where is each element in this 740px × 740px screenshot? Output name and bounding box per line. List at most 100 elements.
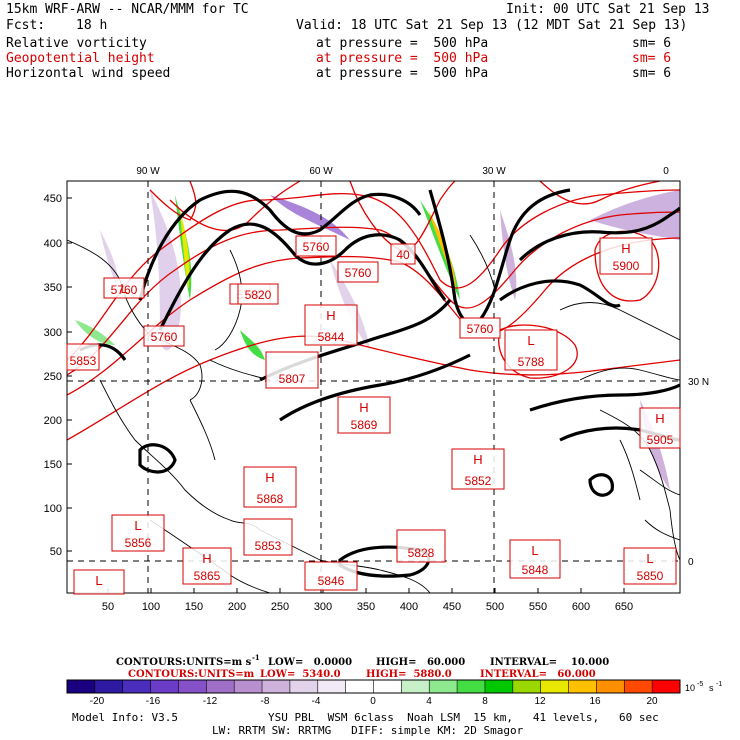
colorbar-swatch	[67, 680, 96, 693]
colorbar-swatch	[262, 680, 291, 693]
x-tick-label: 300	[314, 601, 332, 613]
height-label-box	[182, 547, 232, 585]
high-center-marker: H	[655, 411, 664, 426]
forecast-label: Fcst:	[6, 18, 46, 33]
colorbar-swatch	[512, 680, 541, 693]
x-tick-label: 50	[102, 601, 114, 613]
y-tick-label: 250	[44, 371, 62, 383]
lat-label-0: 0	[688, 557, 694, 568]
height-label-box	[66, 343, 100, 371]
height-label-box	[337, 396, 391, 434]
height-value-label: 5900	[613, 259, 640, 273]
height-value-label: 5820	[245, 288, 272, 302]
height-label-box	[390, 243, 416, 265]
y-tick-label: 350	[44, 282, 62, 294]
lat-label-30n: 30 N	[688, 377, 709, 388]
colorbar-label: -16	[146, 696, 161, 707]
field-smooth-vorticity: sm= 6	[632, 36, 672, 51]
y-tick-label: 100	[44, 503, 62, 515]
height-value-label: 5852	[465, 474, 492, 488]
height-label-box	[304, 304, 358, 346]
field-smooth-height: sm= 6	[632, 51, 672, 66]
height-value-label: 5807	[279, 372, 306, 386]
height-label-box	[396, 529, 446, 563]
plot-frame	[66, 180, 681, 594]
colorbar-swatch	[429, 680, 458, 693]
x-tick-label: 350	[357, 601, 375, 613]
height-value-label: 5760	[111, 283, 138, 297]
x-tick-label: 400	[400, 601, 418, 613]
height-label-box	[243, 466, 297, 508]
colorbar-swatch	[596, 680, 625, 693]
colorbar-label: -4	[312, 696, 321, 707]
colorbar-swatch	[401, 680, 430, 693]
x-tick-label: 200	[228, 601, 246, 613]
colorbar-swatch	[206, 680, 235, 693]
valid-time: Valid: 18 UTC Sat 21 Sep 13 (12 MDT Sat …	[296, 18, 688, 33]
height-value-label: 5828	[408, 546, 435, 560]
contours-red-units: UNITS=m	[198, 669, 255, 680]
field-smooth-wind: sm= 6	[632, 66, 672, 81]
colorbar-label: 20	[646, 696, 658, 707]
low-center-marker: L	[95, 573, 102, 588]
colorbar-label: 16	[589, 696, 601, 707]
height-value-label: 5846	[318, 574, 345, 588]
x-tick-label: 550	[529, 601, 547, 613]
colorbar-swatch	[540, 680, 569, 693]
colorbar-units-tail: s	[709, 683, 714, 693]
x-tick-label: 150	[185, 601, 203, 613]
height-value-label: 5760	[467, 322, 494, 336]
y-tick-label: 400	[44, 238, 62, 250]
height-value-label: 5760	[151, 330, 178, 344]
height-label-box	[295, 235, 337, 257]
height-label-box	[237, 283, 279, 305]
low-center-marker: L	[527, 333, 534, 348]
lon-label-30w: 30 W	[482, 166, 506, 177]
height-value-label: 5868	[257, 492, 284, 506]
colorbar-swatch	[317, 680, 346, 693]
contours-black-interval: INTERVAL= 10.000	[490, 657, 610, 668]
height-label-box	[337, 261, 379, 283]
height-value-label: 5850	[637, 569, 664, 583]
height-label-box	[143, 325, 185, 347]
colorbar-label: -12	[203, 696, 218, 707]
field-level-height: at pressure = 500 hPa	[316, 51, 489, 66]
colorbar	[66, 679, 681, 694]
colorbar-swatch	[652, 680, 681, 693]
high-center-marker: H	[359, 400, 368, 415]
colorbar-label: -20	[90, 696, 105, 707]
colorbar-swatch	[457, 680, 486, 693]
lon-label-0: 0	[663, 166, 669, 177]
contours-black-high: HIGH= 60.000	[376, 657, 466, 668]
x-tick-label: 250	[271, 601, 289, 613]
height-label-box	[639, 407, 681, 449]
physics-line-2: LW: RRTM SW: RRTMG DIFF: simple KM: 2D S…	[212, 724, 524, 737]
x-tick-label: 500	[486, 601, 504, 613]
colorbar-swatch	[289, 680, 319, 693]
colorbar-label: 12	[534, 696, 546, 707]
high-center-marker: H	[621, 241, 630, 256]
height-value-label: 5869	[351, 418, 378, 432]
height-label-box	[599, 237, 653, 275]
y-tick-label: 450	[44, 193, 62, 205]
height-value-label: 5865	[194, 569, 221, 583]
height-value-label: 5760	[303, 240, 330, 254]
axis-ticks	[67, 197, 625, 593]
high-center-marker: H	[265, 470, 274, 485]
height-value-label: 5788	[518, 355, 545, 369]
colorbar-swatch	[624, 680, 653, 693]
colorbar-units: 10	[685, 683, 695, 693]
colorbar-swatch	[568, 680, 597, 693]
height-value-label: 5905	[647, 433, 674, 447]
colorbar-label: 4	[426, 696, 432, 707]
height-value-label: 5856	[125, 536, 152, 550]
model-info: Model Info: V3.5	[72, 711, 178, 724]
lon-label-90w: 90 W	[136, 166, 160, 177]
height-label-box	[243, 518, 293, 556]
height-label-box	[623, 547, 677, 585]
height-label-box	[265, 351, 319, 389]
height-label-box	[459, 317, 501, 339]
contours-red-interval: INTERVAL= 60.000	[480, 669, 596, 680]
field-level-wind: at pressure = 500 hPa	[316, 66, 489, 81]
